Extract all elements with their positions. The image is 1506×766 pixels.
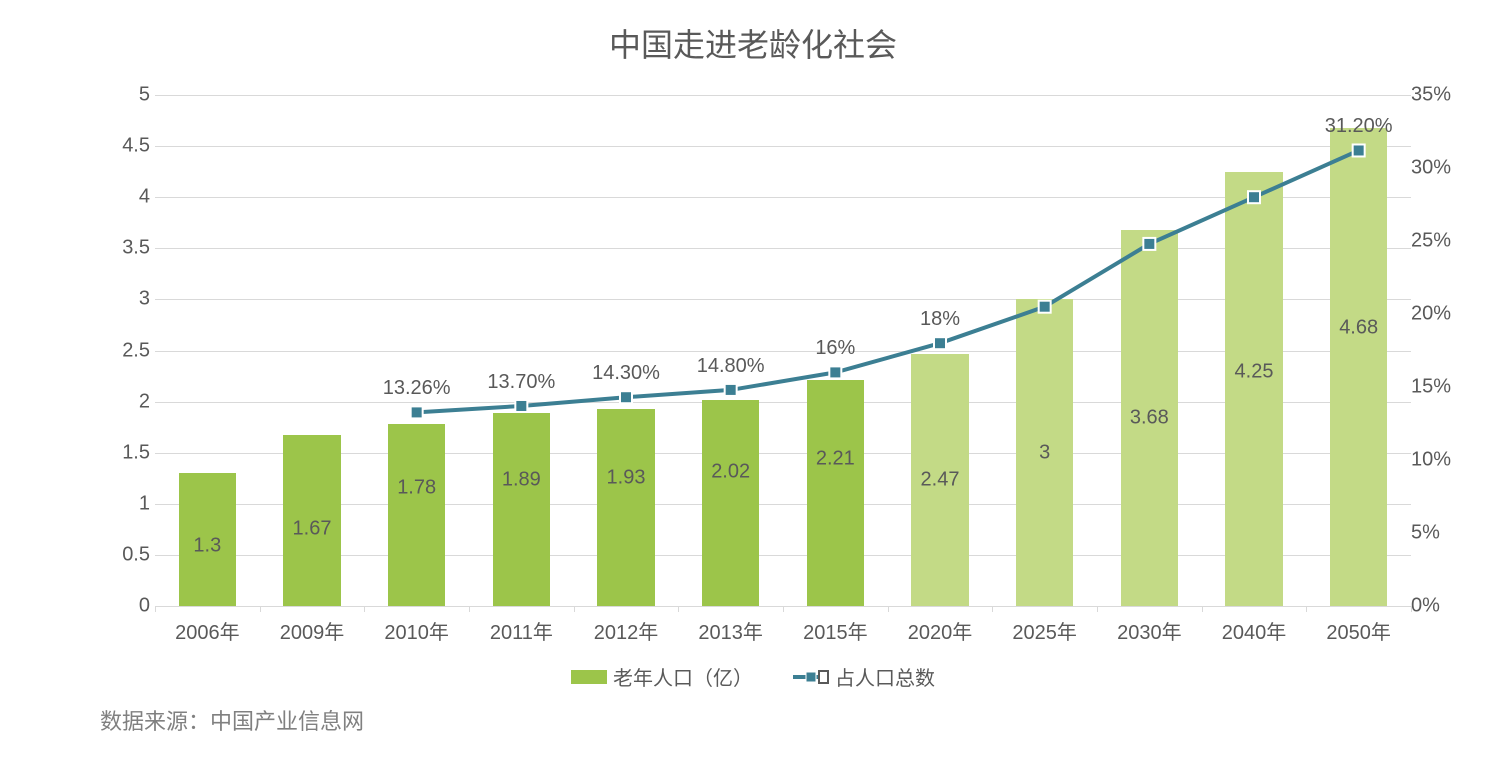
y-axis-right: 0%5%10%15%20%25%30%35% [1411,95,1466,606]
x-label: 2011年 [490,616,553,645]
bar-value-label: 1.89 [493,469,551,492]
y-left-tick: 1.5 [122,441,150,464]
y-right-tick: 10% [1411,449,1451,472]
y-right-tick: 30% [1411,157,1451,180]
x-tick-mark [1306,606,1307,612]
x-tick-mark [574,606,575,612]
bar [388,424,446,606]
legend-label: 占人口总数 [835,662,935,691]
bar-group: 2.47 [911,95,969,606]
y-left-tick: 5 [139,84,150,107]
y-left-tick: 2 [139,390,150,413]
chart-title: 中国走进老龄化社会 [0,20,1506,66]
line-value-label: 13.26% [383,377,451,400]
bar-value-label: 1.78 [388,476,446,499]
y-left-tick: 1 [139,492,150,515]
bar-group: 3 [1016,95,1074,606]
x-label: 2030年 [1117,616,1182,645]
line-value-label: 31.20% [1325,115,1393,138]
bar-value-label: 2.02 [702,460,760,483]
bar-value-label: 4.68 [1330,316,1388,339]
x-tick-mark [888,606,889,612]
x-label: 2010年 [384,616,449,645]
x-tick-mark [364,606,365,612]
y-left-tick: 4.5 [122,135,150,158]
x-label: 2013年 [698,616,763,645]
x-tick-mark [1411,606,1412,612]
plot-area: 1.3 1.67 1.78 1.89 1.93 2.02 2.21 2.47 3 3.68 4.25… [155,95,1411,606]
y-left-tick: 2.5 [122,339,150,362]
bar [702,400,760,606]
bar-group: 4.25 [1225,95,1283,606]
bar-group: 1.3 [179,95,237,606]
x-tick-mark [155,606,156,612]
x-tick-mark [469,606,470,612]
x-tick-mark [260,606,261,612]
x-label: 2015年 [803,616,868,645]
y-right-tick: 35% [1411,84,1451,107]
line-value-label: 14.80% [697,355,765,378]
legend: 老年人口（亿） 占人口总数 [0,662,1506,691]
x-tick-mark [678,606,679,612]
legend-swatch-bar [571,670,607,684]
x-label: 2012年 [594,616,659,645]
bar-value-label: 2.21 [807,448,865,471]
y-right-tick: 0% [1411,595,1440,618]
legend-label: 老年人口（亿） [613,662,753,691]
x-label: 2020年 [908,616,973,645]
bar-group: 1.78 [388,95,446,606]
y-left-tick: 3.5 [122,237,150,260]
y-right-tick: 25% [1411,230,1451,253]
bar-value-label: 1.67 [283,518,341,541]
x-label: 2006年 [175,616,240,645]
x-tick-mark [1097,606,1098,612]
chart-container: 中国走进老龄化社会 00.511.522.533.544.55 0%5%10%1… [0,0,1506,766]
y-left-tick: 3 [139,288,150,311]
y-right-tick: 5% [1411,522,1440,545]
bar-value-label: 3 [1016,441,1074,464]
bar [597,409,655,606]
source-text: 数据来源：中国产业信息网 [100,704,364,736]
legend-swatch-line [793,670,829,684]
legend-item: 占人口总数 [793,662,935,691]
bar [807,380,865,606]
y-right-tick: 20% [1411,303,1451,326]
bar-group: 1.93 [597,95,655,606]
x-label: 2050年 [1326,616,1391,645]
line-value-label: 13.70% [487,371,555,394]
bar [1225,172,1283,606]
x-tick-mark [1202,606,1203,612]
bars-layer: 1.3 1.67 1.78 1.89 1.93 2.02 2.21 2.47 3 3.68 4.25… [155,95,1411,606]
bar-value-label: 1.3 [179,535,237,558]
legend-item: 老年人口（亿） [571,662,753,691]
x-label: 2025年 [1012,616,1077,645]
bar-group: 4.68 [1330,95,1388,606]
line-value-label: 16% [815,337,855,360]
bar-group: 1.67 [283,95,341,606]
x-tick-mark [783,606,784,612]
bar-group: 3.68 [1121,95,1179,606]
bar-value-label: 1.93 [597,466,655,489]
bar-value-label: 3.68 [1121,406,1179,429]
bar-value-label: 2.47 [911,468,969,491]
y-left-tick: 0.5 [122,543,150,566]
y-left-tick: 0 [139,595,150,618]
x-axis-labels: 2006年 2009年 2010年 2011年 2012年 2013年 2015年 2020年… [155,616,1411,646]
bar-group: 2.02 [702,95,760,606]
y-right-tick: 15% [1411,376,1451,399]
y-left-tick: 4 [139,186,150,209]
y-axis-left: 00.511.522.533.544.55 [110,95,150,606]
bar [1330,128,1388,606]
line-value-label: 18% [920,308,960,331]
bar [493,413,551,606]
bar-group: 1.89 [493,95,551,606]
bar-value-label: 4.25 [1225,360,1283,383]
line-value-label: 14.30% [592,362,660,385]
x-label: 2040年 [1222,616,1287,645]
x-label: 2009年 [280,616,345,645]
x-tick-mark [992,606,993,612]
